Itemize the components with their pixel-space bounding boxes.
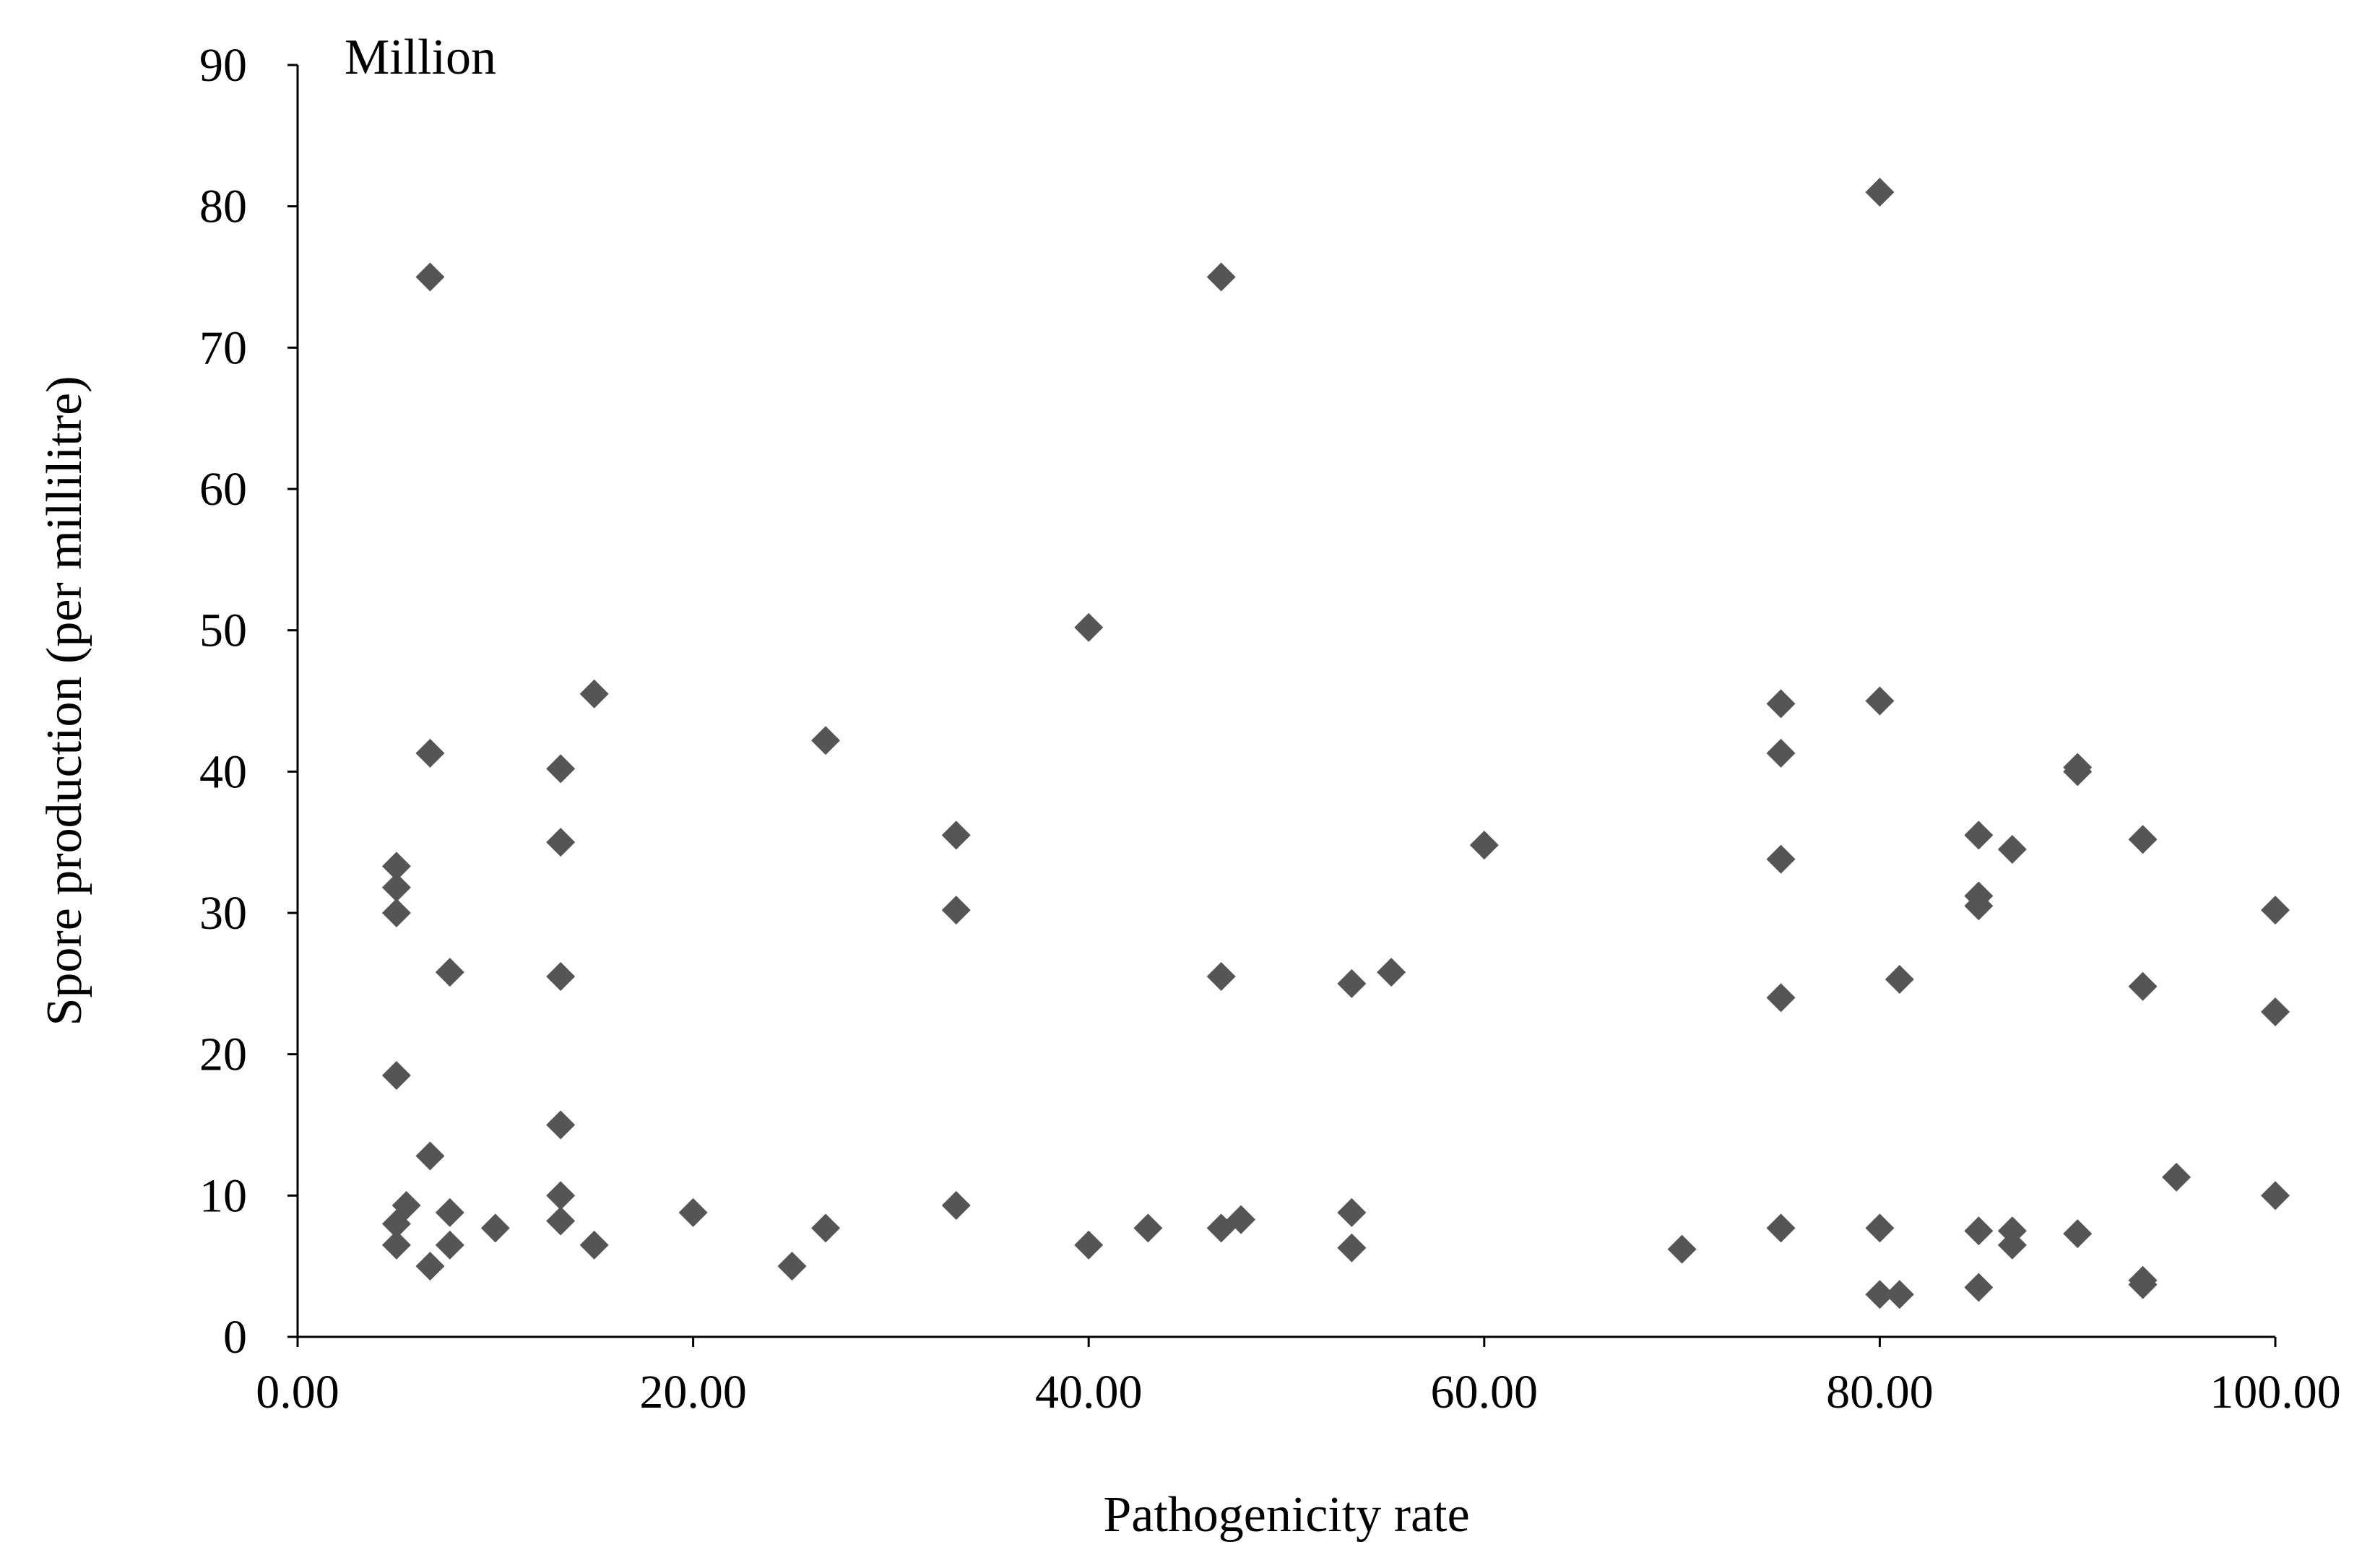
data-point bbox=[1133, 1213, 1163, 1243]
data-point bbox=[1964, 1273, 1994, 1302]
data-point bbox=[1377, 958, 1406, 987]
y-axis-title: Spore production (per millilitre) bbox=[37, 376, 92, 1026]
data-point bbox=[546, 1110, 576, 1140]
data-point bbox=[1865, 1280, 1895, 1309]
data-point bbox=[811, 726, 841, 755]
y-unit-label: Million bbox=[345, 30, 496, 85]
x-axis-title: Pathogenicity rate bbox=[1103, 1487, 1469, 1543]
data-point bbox=[391, 1191, 421, 1221]
y-tick-label: 50 bbox=[199, 605, 247, 657]
y-tick-label: 90 bbox=[199, 39, 247, 92]
data-point bbox=[435, 958, 464, 987]
y-tick-label: 30 bbox=[199, 887, 247, 940]
data-point bbox=[1206, 962, 1236, 992]
data-point bbox=[546, 1206, 576, 1236]
data-point bbox=[1865, 1213, 1895, 1243]
data-point bbox=[2063, 1219, 2093, 1249]
data-point bbox=[941, 1191, 971, 1221]
data-point bbox=[1766, 844, 1796, 874]
data-point bbox=[415, 738, 445, 768]
data-point bbox=[2261, 1181, 2290, 1210]
data-point bbox=[1227, 1205, 1256, 1234]
data-point bbox=[546, 754, 576, 784]
data-point bbox=[480, 1213, 510, 1243]
data-point bbox=[546, 962, 576, 992]
data-point bbox=[1997, 1230, 2027, 1260]
data-point bbox=[1964, 820, 1994, 850]
data-point bbox=[941, 896, 971, 925]
data-point bbox=[1964, 891, 1994, 921]
data-point bbox=[2261, 997, 2290, 1026]
data-point bbox=[415, 1252, 445, 1281]
data-point bbox=[1997, 834, 2027, 864]
data-point bbox=[381, 852, 411, 881]
data-point bbox=[1885, 1280, 1914, 1309]
data-point bbox=[435, 1230, 464, 1260]
data-point bbox=[381, 898, 411, 927]
data-point bbox=[2128, 825, 2158, 854]
data-point bbox=[1766, 983, 1796, 1013]
y-tick-label: 20 bbox=[199, 1028, 247, 1081]
x-tick-label: 0.00 bbox=[256, 1366, 339, 1418]
data-point bbox=[2128, 971, 2158, 1001]
y-tick-label: 60 bbox=[199, 463, 247, 516]
data-point bbox=[1074, 612, 1104, 642]
data-point bbox=[415, 1141, 445, 1171]
data-point bbox=[2162, 1162, 2192, 1192]
x-tick-label: 100.00 bbox=[2210, 1366, 2341, 1418]
data-point bbox=[1469, 831, 1499, 860]
data-points bbox=[381, 178, 2290, 1309]
y-tick-label: 10 bbox=[199, 1169, 247, 1222]
y-axis-ticks: 0 10 20 30 40 50 60 70 80 90 bbox=[199, 39, 298, 1364]
data-point bbox=[1337, 1233, 1367, 1262]
data-point bbox=[1964, 1216, 1994, 1246]
data-point bbox=[1206, 262, 1236, 292]
data-point bbox=[381, 1230, 411, 1260]
y-tick-label: 80 bbox=[199, 181, 247, 233]
data-point bbox=[579, 1230, 609, 1260]
data-point bbox=[2128, 1270, 2158, 1299]
axes bbox=[296, 65, 2275, 1338]
data-point bbox=[1885, 964, 1914, 994]
data-point bbox=[1766, 689, 1796, 719]
data-point bbox=[2261, 896, 2290, 925]
data-point bbox=[811, 1213, 841, 1243]
data-point bbox=[579, 679, 609, 709]
data-point bbox=[1337, 969, 1367, 998]
data-point bbox=[1766, 738, 1796, 768]
data-point bbox=[546, 1181, 576, 1210]
x-tick-label: 40.00 bbox=[1035, 1366, 1143, 1418]
x-axis-ticks: 0.00 20.00 40.00 60.00 80.00 100.00 bbox=[256, 1337, 2341, 1418]
data-point bbox=[1667, 1234, 1697, 1264]
data-point bbox=[1337, 1197, 1367, 1227]
x-tick-label: 20.00 bbox=[639, 1366, 747, 1418]
x-tick-label: 80.00 bbox=[1826, 1366, 1934, 1418]
data-point bbox=[1074, 1230, 1104, 1260]
data-point bbox=[1766, 1213, 1796, 1243]
data-point bbox=[777, 1252, 807, 1281]
y-tick-label: 70 bbox=[199, 321, 247, 374]
y-tick-label: 40 bbox=[199, 745, 247, 798]
data-point bbox=[1865, 178, 1895, 207]
data-point bbox=[546, 828, 576, 857]
data-point bbox=[435, 1197, 464, 1227]
data-point bbox=[2063, 757, 2093, 787]
data-point bbox=[381, 1061, 411, 1091]
data-point bbox=[1865, 686, 1895, 716]
data-point bbox=[941, 820, 971, 850]
x-tick-label: 60.00 bbox=[1431, 1366, 1539, 1418]
data-point bbox=[381, 872, 411, 902]
data-point bbox=[678, 1197, 708, 1227]
data-point bbox=[415, 262, 445, 292]
y-tick-label: 0 bbox=[223, 1311, 247, 1364]
